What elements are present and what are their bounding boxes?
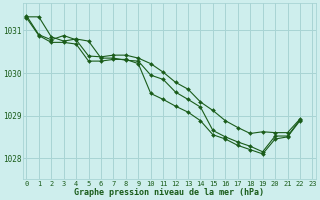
X-axis label: Graphe pression niveau de la mer (hPa): Graphe pression niveau de la mer (hPa) bbox=[74, 188, 264, 197]
